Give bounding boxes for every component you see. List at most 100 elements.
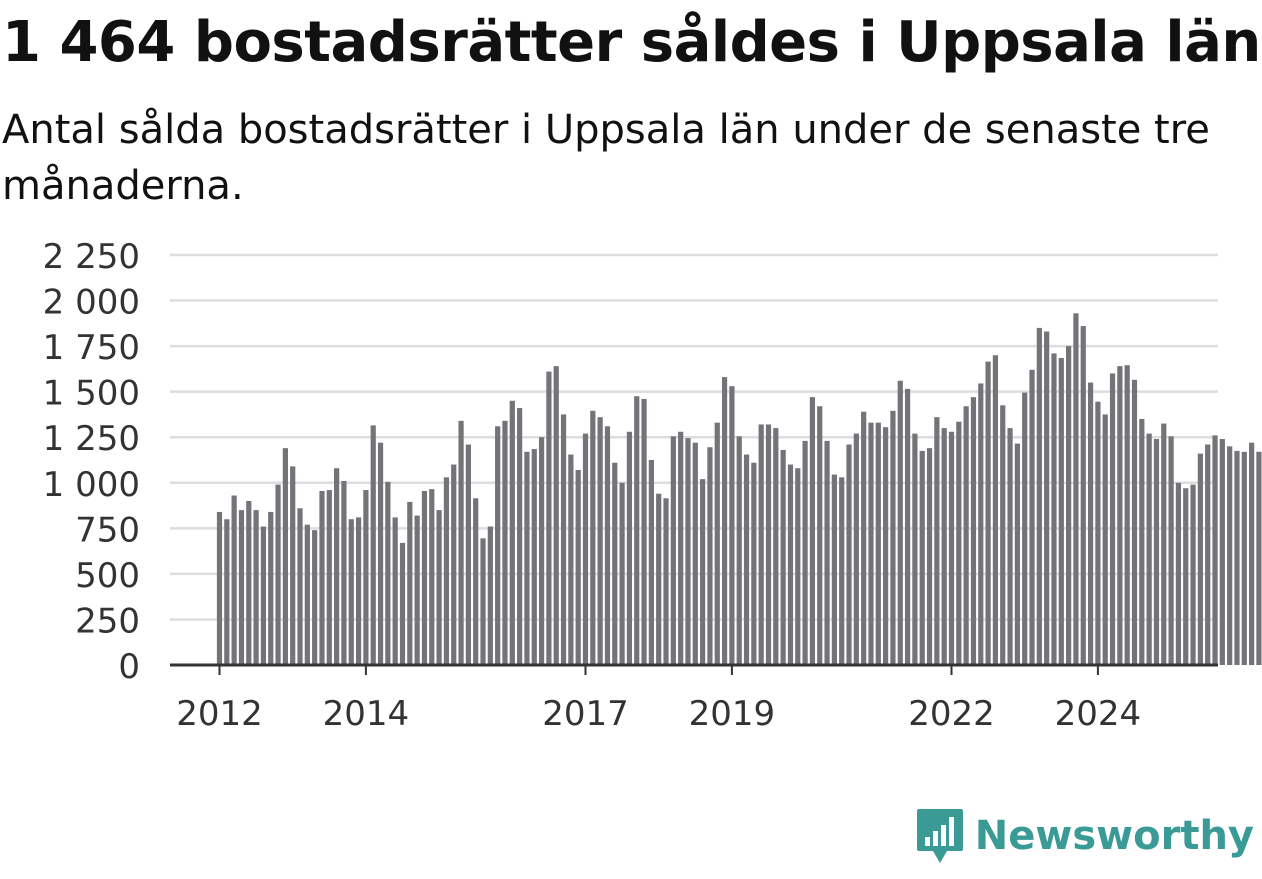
y-tick-label: 2 000 <box>43 283 140 323</box>
bar <box>436 510 442 665</box>
bar <box>670 436 676 665</box>
bar <box>458 420 464 665</box>
bar <box>941 428 947 665</box>
bar <box>685 438 691 665</box>
bar <box>487 526 493 665</box>
bar <box>1249 442 1255 665</box>
bar <box>619 482 625 665</box>
bar <box>597 417 603 665</box>
y-tick-label: 750 <box>75 510 140 550</box>
x-tick-label: 2019 <box>689 694 776 734</box>
bar <box>656 493 662 665</box>
y-tick-label: 1 000 <box>43 465 140 505</box>
bar <box>1102 414 1108 665</box>
bar <box>626 431 633 665</box>
bar <box>963 406 969 665</box>
bar <box>1066 346 1072 665</box>
bar <box>1197 453 1203 665</box>
x-tick-label: 2017 <box>542 694 629 734</box>
newsworthy-logo-icon <box>916 809 963 863</box>
bar <box>502 420 508 665</box>
bar <box>312 530 318 665</box>
bar <box>890 410 896 665</box>
y-tick-label: 2 250 <box>43 237 140 277</box>
bar <box>392 517 398 665</box>
bar <box>1124 365 1130 665</box>
bar <box>1234 450 1240 665</box>
bar <box>238 510 245 665</box>
bar <box>480 538 486 665</box>
bar <box>560 414 567 665</box>
bar <box>304 524 310 665</box>
bar <box>1087 382 1094 665</box>
bar <box>246 501 252 665</box>
bar <box>802 440 808 665</box>
bar <box>1036 327 1042 665</box>
bar <box>377 442 384 665</box>
bar <box>663 498 669 665</box>
bar <box>1051 353 1057 665</box>
bar <box>517 408 523 665</box>
bar <box>765 424 772 665</box>
bar <box>978 383 984 665</box>
bar <box>290 466 296 665</box>
y-tick-label: 1 750 <box>43 328 140 368</box>
bar <box>721 377 728 665</box>
x-tick-label: 2022 <box>908 694 995 734</box>
bar <box>1153 439 1160 665</box>
bar <box>1205 444 1211 665</box>
bar <box>1146 433 1152 665</box>
bar-chart: 0 250 500 750 1 000 1 250 1 500 1 750 2 000 2 250… <box>43 237 1262 734</box>
bar <box>729 386 735 665</box>
bar <box>897 380 903 665</box>
bar <box>934 417 940 665</box>
bar <box>868 422 874 665</box>
bar <box>612 462 618 665</box>
bar <box>736 436 742 665</box>
bar <box>1029 369 1035 665</box>
bar <box>297 508 303 665</box>
bar <box>407 501 413 665</box>
bar <box>912 433 918 665</box>
bar <box>604 426 611 665</box>
bar <box>575 470 581 665</box>
bar <box>538 437 545 665</box>
bar <box>399 542 406 665</box>
bar <box>509 400 515 665</box>
bar <box>590 410 596 665</box>
bar <box>553 366 559 665</box>
bar <box>531 449 537 665</box>
bar <box>839 477 845 665</box>
bar <box>904 388 911 665</box>
bar <box>809 397 816 665</box>
bar <box>253 510 259 665</box>
bar <box>648 460 654 665</box>
bar <box>875 422 881 665</box>
bar <box>824 440 830 665</box>
bar <box>773 428 779 665</box>
bar <box>1175 482 1182 665</box>
bar <box>707 447 713 665</box>
x-tick-label: 2012 <box>176 694 263 734</box>
bar <box>224 519 230 665</box>
bar <box>1256 451 1262 665</box>
bar <box>268 511 274 665</box>
bar <box>1044 331 1050 665</box>
bar <box>1007 428 1013 665</box>
bar <box>524 451 530 665</box>
y-tick-label: 1 250 <box>43 419 140 459</box>
bar <box>853 433 859 665</box>
chart-subtitle: Antal sålda bostadsrätter i Uppsala län … <box>2 107 1210 209</box>
bar <box>465 444 471 665</box>
bar <box>341 480 347 665</box>
y-tick-label: 0 <box>118 647 140 687</box>
bar <box>326 490 332 665</box>
bar <box>1080 326 1086 665</box>
brand-name: Newsworthy <box>974 813 1254 859</box>
x-tick-label: 2014 <box>323 694 410 734</box>
y-tick-label: 500 <box>75 556 140 596</box>
bar <box>1000 405 1006 665</box>
bar <box>348 519 354 665</box>
bar <box>495 426 501 665</box>
bar <box>846 444 852 665</box>
